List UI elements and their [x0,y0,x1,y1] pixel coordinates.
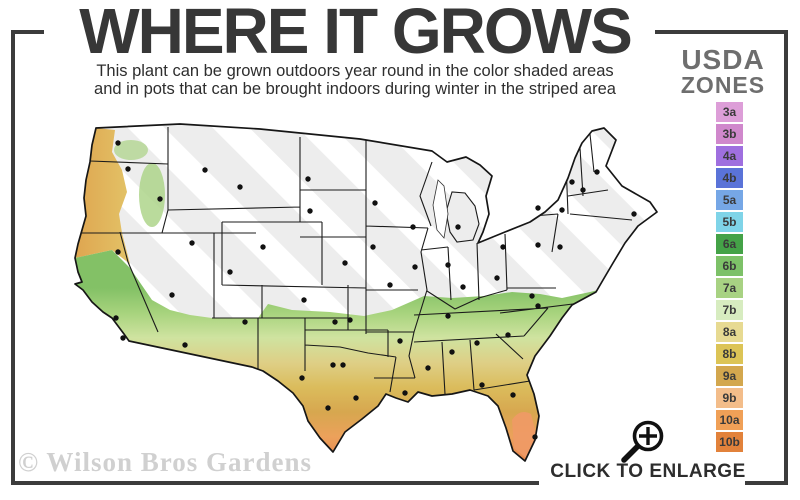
subtitle-line-1: This plant can be grown outdoors year ro… [96,62,614,80]
city-dot [342,260,348,266]
city-dot [113,315,119,321]
zone-swatch-8b: 8b [716,344,743,364]
city-dot [494,275,500,281]
city-dot [260,244,266,250]
city-dot [189,240,195,246]
zone-swatch-10b: 10b [716,432,743,452]
city-dot [445,313,451,319]
zone-swatch-5a: 5a [716,190,743,210]
subtitle-line-2: and in pots that can be brought indoors … [94,80,616,98]
city-dot [425,365,431,371]
zone-swatch-9a: 9a [716,366,743,386]
city-dot [372,200,378,206]
zone-swatch-5b: 5b [716,212,743,232]
city-dot [412,264,418,270]
lake-michigan [432,179,449,239]
zone-swatch-3a: 3a [716,102,743,122]
city-dot [202,167,208,173]
city-dot [535,205,541,211]
city-dot [631,211,637,217]
frame-top-right-segment [655,30,788,34]
zone-swatch-9b: 9b [716,388,743,408]
city-dot [535,242,541,248]
city-dot [227,269,233,275]
city-dot [332,319,338,325]
city-dot [182,342,188,348]
city-dot [535,303,541,309]
city-dot [115,249,121,255]
city-dot [580,187,586,193]
frame-left-edge [11,30,15,485]
city-dot [532,434,538,440]
city-dot [449,349,455,355]
city-dot [594,169,600,175]
zone-swatch-6b: 6b [716,256,743,276]
zone-swatch-6a: 6a [716,234,743,254]
city-dot [500,244,506,250]
city-dot [301,297,307,303]
city-dot [559,207,565,213]
city-dot [569,179,575,185]
zone-swatch-7b: 7b [716,300,743,320]
city-dot [299,375,305,381]
city-dot [325,405,331,411]
legend-title-zones: ZONES [680,72,766,98]
inland-green-patch [114,140,148,160]
zone-swatch-8a: 8a [716,322,743,342]
city-dot [115,140,121,146]
city-dot [347,317,353,323]
usda-zone-map[interactable] [40,105,670,480]
city-dot [410,224,416,230]
city-dot [307,208,313,214]
frame-bottom-right-segment [745,481,788,485]
legend-title-usda: USDA [681,44,765,75]
frame-right-edge [784,30,788,485]
city-dots-layer [113,140,637,440]
city-dot [340,362,346,368]
state-borders [82,127,633,395]
zone-swatch-7a: 7a [716,278,743,298]
city-dot [455,224,461,230]
zone-swatch-3b: 3b [716,124,743,144]
city-dot [505,332,511,338]
frame-top-left-segment [11,30,44,34]
frame-bottom-left-segment [11,481,539,485]
zone-swatch-4b: 4b [716,168,743,188]
city-dot [557,244,563,250]
city-dot [242,319,248,325]
city-dot [402,390,408,396]
city-dot [330,362,336,368]
page-title: WHERE IT GROWS [79,0,633,67]
city-dot [370,244,376,250]
zoom-in-magnifier-icon[interactable] [608,414,670,468]
city-dot [510,392,516,398]
city-dot [353,395,359,401]
city-dot [479,382,485,388]
inland-green-patch [139,163,165,227]
city-dot [474,340,480,346]
city-dot [387,282,393,288]
south-zone-band [75,250,598,461]
city-dot [460,284,466,290]
click-to-enlarge-button[interactable]: CLICK TO ENLARGE [550,461,746,482]
city-dot [445,262,451,268]
city-dot [169,292,175,298]
zone-swatch-4a: 4a [716,146,743,166]
city-dot [120,335,126,341]
city-dot [125,166,131,172]
zone-swatch-10a: 10a [716,410,743,430]
florida-warm-tip [512,412,537,458]
city-dot [397,338,403,344]
city-dot [237,184,243,190]
city-dot [157,196,163,202]
watermark: © Wilson Bros Gardens [18,447,312,477]
city-dot [305,176,311,182]
zone-list: 3a 3b 4a 4b 5a 5b 6a 6b 7a 7b 8a 8b 9a 9b 10a 10b [716,102,743,454]
city-dot [529,293,535,299]
